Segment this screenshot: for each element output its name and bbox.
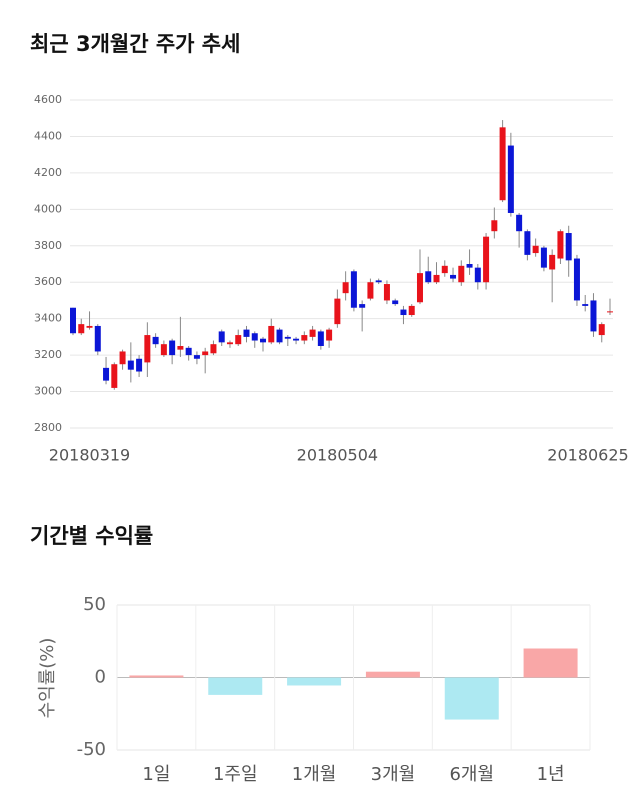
candle-body — [375, 280, 382, 283]
candle-body — [218, 331, 225, 343]
candle-body — [383, 284, 390, 301]
candle-body — [359, 304, 366, 308]
candle-body — [483, 236, 490, 283]
candle-body — [152, 336, 159, 345]
candle-body — [185, 347, 192, 356]
candle-body — [177, 346, 184, 350]
x-tick-label: 20180625 — [547, 446, 628, 465]
candle-body — [202, 351, 209, 356]
bar — [523, 648, 578, 678]
candle-body — [466, 264, 473, 268]
candle-body — [540, 247, 547, 268]
chart-title: 최근 3개월간 주가 추세 — [30, 32, 240, 56]
candle-body — [78, 324, 85, 334]
candle-body — [309, 329, 316, 337]
candle-body — [499, 127, 506, 201]
candle-body — [474, 267, 481, 283]
candle-body — [549, 254, 556, 270]
candle-body — [342, 282, 349, 294]
candle-body — [127, 360, 134, 370]
candle-body — [350, 271, 357, 308]
x-tick-label: 1주일 — [213, 764, 258, 785]
candle-body — [276, 329, 283, 343]
candle-body — [590, 300, 597, 332]
candle-body — [524, 231, 531, 255]
y-tick-label: 2800 — [34, 421, 62, 434]
y-tick-label: 50 — [83, 594, 106, 615]
candle-body — [573, 258, 580, 301]
y-tick-label: 4400 — [34, 129, 62, 142]
candle-body — [251, 333, 258, 341]
bar — [287, 677, 342, 686]
y-tick-label: 3200 — [34, 348, 62, 361]
y-tick-label: 3800 — [34, 239, 62, 252]
y-tick-label: 3400 — [34, 312, 62, 325]
x-tick-label: 20180504 — [297, 446, 378, 465]
candle-body — [260, 338, 267, 343]
candle-body — [450, 274, 457, 279]
y-tick-label: 0 — [95, 667, 106, 688]
y-tick-label: 4200 — [34, 166, 62, 179]
x-tick-label: 1일 — [142, 764, 170, 785]
candle-body — [507, 145, 514, 213]
candle-body — [441, 265, 448, 274]
candle-body — [367, 282, 374, 299]
candle-body — [136, 358, 143, 372]
candle-body — [70, 307, 76, 334]
bar — [444, 677, 499, 720]
candle-body — [293, 338, 300, 341]
x-tick-label: 1개월 — [292, 764, 337, 785]
candle-body — [532, 245, 539, 254]
candle-body — [557, 231, 564, 259]
candle-body — [119, 351, 126, 365]
candle-body — [326, 329, 333, 341]
x-tick-label: 3개월 — [371, 764, 416, 785]
candle-body — [317, 331, 324, 346]
y-tick-label: 3000 — [34, 385, 62, 398]
candle-body — [392, 300, 399, 305]
candle-body — [243, 329, 250, 337]
candle-body — [160, 344, 167, 356]
y-tick-label: 3600 — [34, 275, 62, 288]
candle-body — [491, 220, 498, 232]
x-tick-label: 6개월 — [449, 764, 494, 785]
y-tick-label: -50 — [77, 739, 106, 760]
candle-body — [193, 355, 200, 359]
candle-body — [226, 342, 233, 345]
candle-body — [86, 325, 93, 328]
bar — [365, 671, 420, 678]
candle-body — [334, 298, 341, 325]
candle-body — [408, 305, 415, 316]
candle-body — [103, 367, 110, 381]
candle-body — [94, 325, 101, 352]
candle-body — [301, 335, 308, 341]
bar — [208, 677, 263, 695]
x-tick-label: 20180319 — [49, 446, 130, 465]
candle-body — [516, 214, 523, 232]
candle-body — [425, 271, 432, 283]
candle-body — [433, 274, 440, 283]
bar — [129, 675, 184, 678]
candle-body — [458, 265, 465, 283]
candle-body — [607, 311, 613, 313]
candle-body — [565, 233, 572, 261]
candle-body — [111, 364, 118, 388]
candle-body — [235, 335, 242, 345]
chart-title: 기간별 수익률 — [30, 524, 153, 548]
y-tick-label: 4000 — [34, 202, 62, 215]
candle-body — [268, 325, 275, 343]
candle-body — [169, 340, 176, 356]
y-axis-label: 수익률(%) — [37, 638, 58, 719]
candle-body — [582, 304, 589, 306]
y-tick-label: 4600 — [34, 93, 62, 106]
candle-body — [598, 324, 605, 336]
candle-body — [400, 309, 407, 316]
candle-body — [284, 336, 291, 339]
x-tick-label: 1년 — [537, 764, 565, 785]
candle-body — [144, 335, 151, 363]
candle-body — [210, 344, 217, 354]
candle-body — [416, 273, 423, 303]
